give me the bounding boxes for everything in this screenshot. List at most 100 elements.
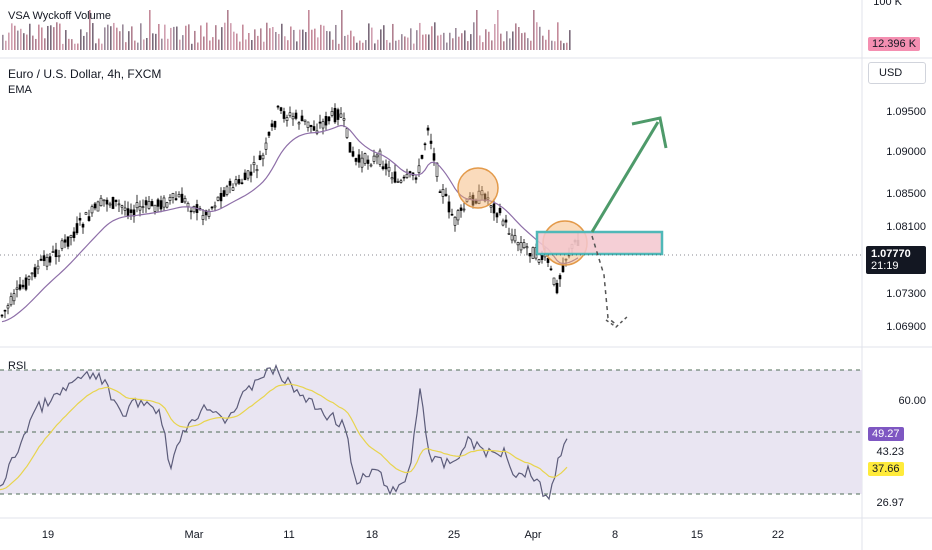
ema-line	[1, 124, 579, 323]
candle-body	[312, 126, 316, 131]
candle-body	[42, 255, 46, 262]
candle-body	[492, 203, 496, 214]
candle-body	[456, 210, 460, 221]
supply-zone-rect[interactable]	[535, 230, 664, 256]
candle-body	[459, 207, 463, 211]
volume-bar	[206, 22, 208, 50]
ema-indicator-label[interactable]: EMA	[8, 84, 32, 96]
volume-bar	[17, 30, 19, 50]
candle-body	[249, 171, 253, 176]
candle-body	[333, 107, 337, 123]
candle-body	[90, 206, 94, 214]
volume-bar	[326, 30, 328, 50]
volume-bar	[230, 23, 232, 50]
candle-body	[507, 233, 511, 235]
down-projection-path[interactable]	[591, 235, 619, 327]
candle-body	[522, 242, 526, 249]
time-label-1: 19	[41, 529, 55, 541]
volume-bar	[113, 22, 115, 50]
volume-bar	[137, 42, 139, 50]
candle-body	[252, 162, 256, 166]
volume-bar	[251, 40, 253, 50]
price-tick-1: 1.09500	[886, 106, 926, 118]
currency-selector[interactable]: USD	[868, 62, 926, 84]
volume-bar	[80, 29, 82, 50]
volume-bar	[74, 43, 76, 50]
volume-bar	[236, 33, 238, 50]
volume-bar	[317, 37, 319, 50]
volume-bar	[92, 23, 94, 50]
volume-bar	[494, 24, 496, 50]
candle-body	[393, 171, 397, 183]
volume-bar	[548, 29, 550, 50]
candle-body	[147, 201, 151, 209]
candle-body	[84, 212, 88, 215]
candle-body	[303, 119, 307, 122]
up-arrow-line[interactable]	[590, 121, 660, 233]
time-label-8: 15	[690, 529, 704, 541]
volume-bar	[239, 41, 241, 50]
candle-body	[201, 215, 205, 220]
candle-body	[528, 252, 532, 257]
volume-bar	[287, 40, 289, 50]
volume-bar	[29, 23, 31, 50]
candle-body	[219, 192, 223, 202]
volume-indicator-label[interactable]: VSA Wyckoff Volume	[8, 10, 112, 22]
volume-last-badge: 12.396 K	[868, 37, 921, 51]
candle-body	[510, 234, 514, 241]
volume-bar	[410, 28, 412, 50]
candle-body	[156, 199, 160, 207]
volume-bar	[71, 39, 73, 50]
candle-body	[291, 116, 295, 120]
candle-body	[225, 186, 229, 195]
candle-body	[354, 158, 358, 162]
volume-bar	[86, 32, 88, 50]
candle-body	[21, 284, 25, 288]
candle-body	[216, 196, 220, 201]
volume-bar	[509, 38, 511, 50]
candle-body	[375, 154, 379, 158]
volume-bar	[260, 28, 262, 50]
time-label-5: 25	[447, 529, 461, 541]
volume-bar	[338, 43, 340, 50]
down-arrow-head[interactable]	[605, 315, 629, 328]
price-tick-3: 1.08500	[886, 188, 926, 200]
volume-bar	[434, 22, 436, 50]
rsi-value-badge: 49.27	[868, 427, 904, 441]
candle-body	[441, 189, 445, 197]
volume-bar	[143, 39, 145, 50]
rsi-tick-2: 43.23	[876, 446, 904, 458]
candle-body	[486, 197, 490, 200]
candle-body	[285, 117, 289, 121]
volume-bar	[377, 39, 379, 50]
candle-body	[81, 223, 85, 228]
rsi-tick-1: 60.00	[898, 395, 926, 407]
candle-body	[66, 236, 70, 247]
candle-body	[231, 187, 235, 191]
up-arrow-head[interactable]	[631, 116, 668, 149]
rsi-ma-badge: 37.66	[868, 462, 904, 476]
candle-body	[444, 193, 448, 197]
candle-body	[174, 198, 178, 201]
volume-bar	[59, 23, 61, 50]
last-price-value: 1.07770	[871, 248, 911, 260]
volume-bar	[458, 36, 460, 50]
candle-body	[30, 272, 34, 275]
volume-bar	[110, 26, 112, 50]
volume-bar	[371, 27, 373, 50]
candle-body	[153, 204, 157, 212]
candle-body	[381, 166, 385, 170]
volume-bar	[329, 31, 331, 50]
candle-body	[417, 165, 421, 173]
highlight-circle-1[interactable]	[457, 167, 499, 209]
candle-body	[426, 127, 430, 131]
symbol-title[interactable]: Euro / U.S. Dollar, 4h, FXCM	[8, 67, 162, 81]
candle-body	[525, 246, 529, 249]
candle-body	[306, 121, 310, 128]
candle-body	[99, 197, 103, 207]
volume-bar	[449, 32, 451, 50]
volume-bar	[452, 38, 454, 50]
rsi-indicator-label[interactable]: RSI	[8, 360, 27, 372]
volume-bar	[167, 38, 169, 50]
